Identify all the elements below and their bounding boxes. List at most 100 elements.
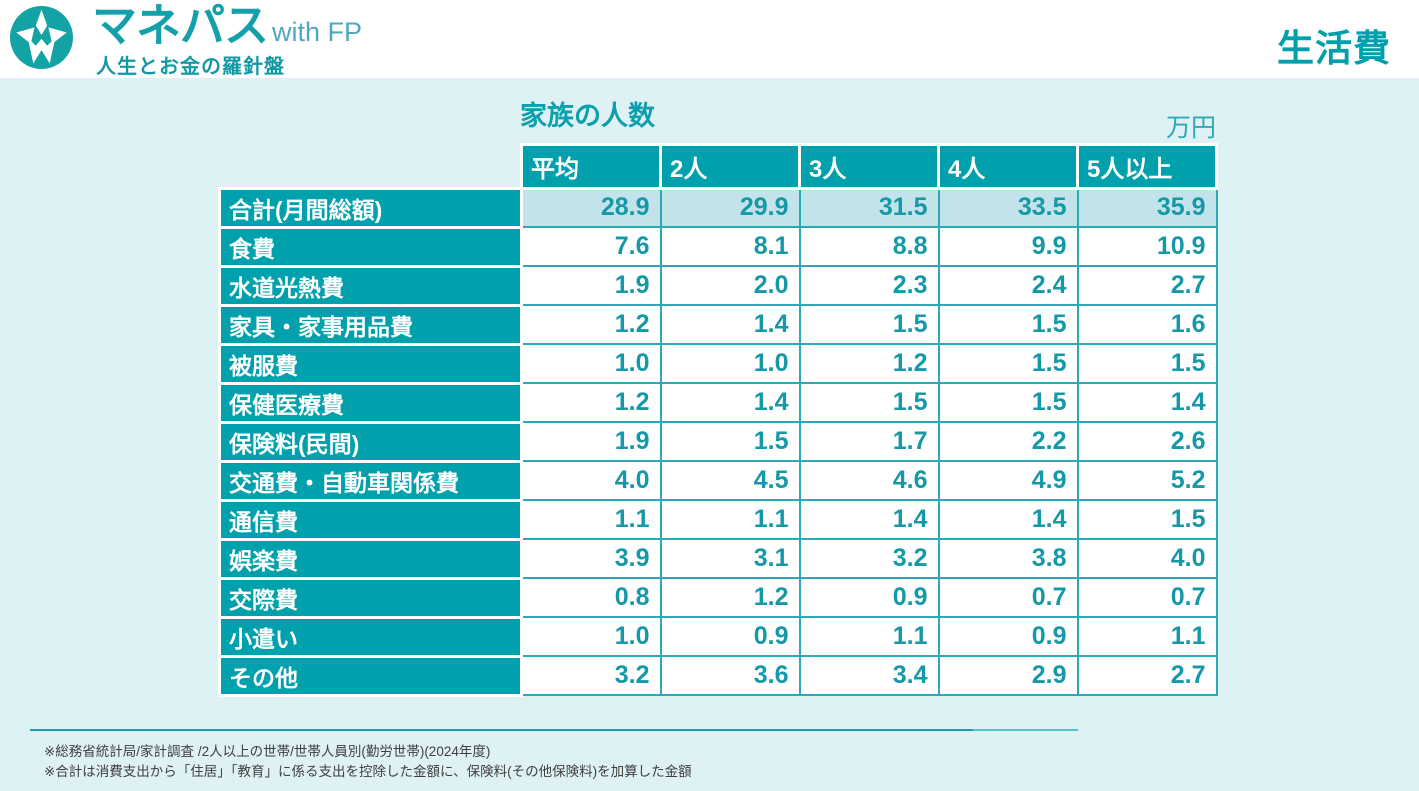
column-header: 平均: [520, 143, 662, 190]
table-row: 水道光熱費 1.9 2.0 2.3 2.4 2.7: [218, 264, 1218, 307]
brand-logo: [10, 6, 73, 69]
value-cell: 2.4: [937, 265, 1079, 306]
value-cell: 5.2: [1076, 460, 1218, 501]
value-cell: 8.1: [659, 226, 801, 267]
table-header: 平均 2人 3人 4人 5人以上: [220, 143, 1218, 190]
table-body: 合計(月間総額) 28.9 29.9 31.5 33.5 35.9 食費 7.6 8.1 8.8 9…: [218, 186, 1218, 697]
expense-table: 平均 2人 3人 4人 5人以上 合計(月間総額) 28.9 29.9 31.5 33.5 35.…: [218, 143, 1218, 697]
value-cell: 3.1: [659, 538, 801, 579]
value-cell: 0.9: [798, 577, 940, 618]
value-cell: 1.1: [520, 499, 662, 540]
brand-name-text: マネパス: [92, 0, 269, 51]
value-cell: 1.0: [659, 343, 801, 384]
value-cell: 0.9: [937, 616, 1079, 657]
value-cell: 35.9: [1076, 187, 1218, 228]
value-cell: 0.7: [1076, 577, 1218, 618]
value-cell: 2.9: [937, 655, 1079, 696]
value-cell: 1.7: [798, 421, 940, 462]
table-row: 保険料(民間) 1.9 1.5 1.7 2.2 2.6: [218, 420, 1218, 463]
page-title: 生活費: [1277, 28, 1391, 69]
footer-divider: [30, 729, 1078, 731]
value-cell: 7.6: [520, 226, 662, 267]
table-title: 家族の人数: [520, 101, 655, 131]
value-cell: 1.0: [520, 616, 662, 657]
value-cell: 1.9: [520, 265, 662, 306]
column-header: 3人: [798, 143, 940, 190]
value-cell: 2.7: [1076, 655, 1218, 696]
value-cell: 31.5: [798, 187, 940, 228]
value-cell: 1.5: [937, 382, 1079, 423]
value-cell: 1.5: [1076, 343, 1218, 384]
row-label: 保険料(民間): [218, 420, 523, 463]
row-label: 合計(月間総額): [218, 186, 523, 229]
value-cell: 33.5: [937, 187, 1079, 228]
table-row: 交通費・自動車関係費 4.0 4.5 4.6 4.9 5.2: [218, 459, 1218, 502]
value-cell: 1.6: [1076, 304, 1218, 345]
value-cell: 1.2: [520, 304, 662, 345]
value-cell: 1.4: [659, 382, 801, 423]
footnote-line: ※総務省統計局/家計調査 /2人以上の世帯/世帯人員別(勤労世帯)(2024年度…: [44, 744, 491, 759]
column-header: 2人: [659, 143, 801, 190]
table-row: 保健医療費 1.2 1.4 1.5 1.5 1.4: [218, 381, 1218, 424]
compass-star-icon: [10, 6, 73, 69]
value-cell: 1.5: [798, 382, 940, 423]
value-cell: 1.2: [520, 382, 662, 423]
value-cell: 4.5: [659, 460, 801, 501]
value-cell: 1.5: [937, 304, 1079, 345]
row-label: その他: [218, 654, 523, 697]
value-cell: 2.7: [1076, 265, 1218, 306]
value-cell: 1.2: [798, 343, 940, 384]
value-cell: 4.0: [520, 460, 662, 501]
site-header: マネパス with FP 人生とお金の羅針盤 生活費: [0, 0, 1419, 78]
value-cell: 3.9: [520, 538, 662, 579]
header-row: 平均 2人 3人 4人 5人以上: [220, 143, 1218, 190]
brand-name: マネパス with FP: [92, 2, 362, 56]
brand-suffix: with FP: [272, 17, 363, 47]
row-label: 水道光熱費: [218, 264, 523, 307]
value-cell: 1.9: [520, 421, 662, 462]
footnotes: ※総務省統計局/家計調査 /2人以上の世帯/世帯人員別(勤労世帯)(2024年度…: [44, 742, 692, 782]
value-cell: 4.9: [937, 460, 1079, 501]
value-cell: 28.9: [520, 187, 662, 228]
value-cell: 1.1: [798, 616, 940, 657]
corner-cell: [220, 145, 522, 189]
table-row: 食費 7.6 8.1 8.8 9.9 10.9: [218, 225, 1218, 268]
value-cell: 2.0: [659, 265, 801, 306]
value-cell: 3.2: [798, 538, 940, 579]
row-label: 保健医療費: [218, 381, 523, 424]
table-row: 通信費 1.1 1.1 1.4 1.4 1.5: [218, 498, 1218, 541]
row-label: 交際費: [218, 576, 523, 619]
value-cell: 1.1: [1076, 616, 1218, 657]
table-row: 合計(月間総額) 28.9 29.9 31.5 33.5 35.9: [218, 186, 1218, 229]
row-label: 被服費: [218, 342, 523, 385]
row-label: 小遣い: [218, 615, 523, 658]
value-cell: 1.5: [1076, 499, 1218, 540]
row-label: 通信費: [218, 498, 523, 541]
value-cell: 3.8: [937, 538, 1079, 579]
row-label: 食費: [218, 225, 523, 268]
value-cell: 1.4: [937, 499, 1079, 540]
value-cell: 4.6: [798, 460, 940, 501]
brand-tagline: 人生とお金の羅針盤: [96, 56, 285, 78]
value-cell: 0.9: [659, 616, 801, 657]
value-cell: 1.2: [659, 577, 801, 618]
value-cell: 1.5: [937, 343, 1079, 384]
row-label: 家具・家事用品費: [218, 303, 523, 346]
value-cell: 2.3: [798, 265, 940, 306]
column-header: 4人: [937, 143, 1079, 190]
value-cell: 3.2: [520, 655, 662, 696]
unit-label: 万円: [1165, 114, 1216, 142]
value-cell: 9.9: [937, 226, 1079, 267]
value-cell: 1.1: [659, 499, 801, 540]
value-cell: 1.4: [1076, 382, 1218, 423]
value-cell: 8.8: [798, 226, 940, 267]
value-cell: 1.5: [659, 421, 801, 462]
table-row: 被服費 1.0 1.0 1.2 1.5 1.5: [218, 342, 1218, 385]
row-label: 娯楽費: [218, 537, 523, 580]
footnote-line: ※合計は消費支出から「住居」「教育」に係る支出を控除した金額に、保険料(その他保…: [44, 764, 692, 779]
table-row: 娯楽費 3.9 3.1 3.2 3.8 4.0: [218, 537, 1218, 580]
value-cell: 29.9: [659, 187, 801, 228]
value-cell: 1.4: [798, 499, 940, 540]
value-cell: 1.0: [520, 343, 662, 384]
value-cell: 2.6: [1076, 421, 1218, 462]
